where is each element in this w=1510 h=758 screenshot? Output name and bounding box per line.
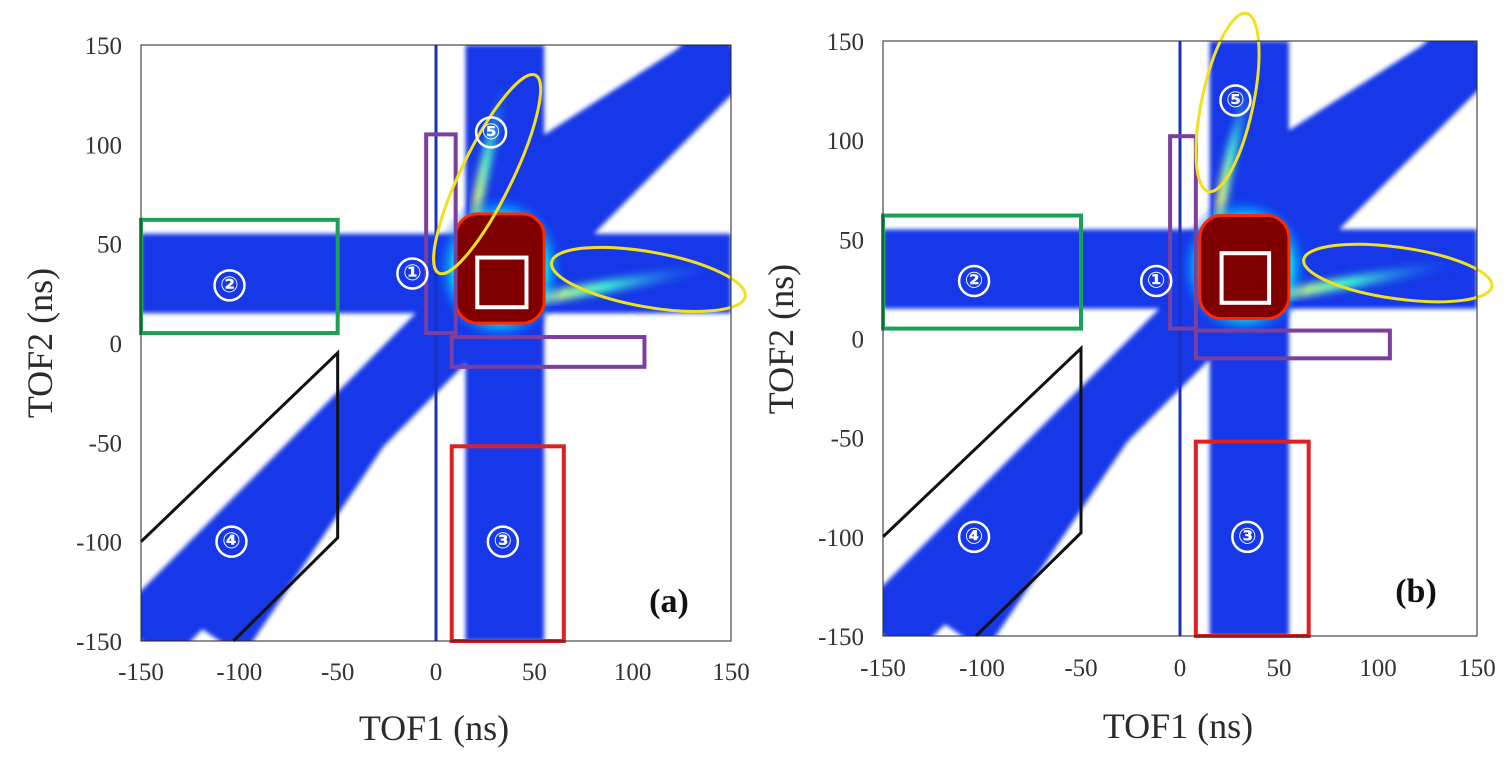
region-label-ring: [213, 269, 246, 302]
region-outline-r0: [424, 132, 458, 336]
region-label: ③: [494, 529, 513, 554]
x-tick-label: 50: [522, 659, 547, 686]
region-outline-r6: [549, 245, 747, 313]
x-tick-label: 0: [430, 659, 443, 686]
x-axis-title: TOF1 (ns): [359, 708, 509, 748]
region-label: ②: [965, 268, 984, 293]
region-label: ④: [965, 524, 984, 549]
region-label-ring: [957, 520, 991, 554]
panel-label: (b): [1395, 573, 1437, 610]
region-label-ring: [957, 264, 991, 298]
y-tick-label: 0: [110, 331, 123, 358]
region-label-ring: [474, 116, 508, 149]
region-label: ③: [1238, 524, 1257, 549]
y-tick-label: 50: [97, 232, 122, 259]
x-tick-label: 150: [1458, 655, 1496, 682]
y-tick-label: 150: [827, 29, 865, 56]
y-tick-label: -100: [76, 530, 122, 557]
x-tick-label: 50: [1267, 655, 1292, 682]
region-outline-r4: [881, 344, 1083, 638]
density-band: [939, 342, 1174, 636]
x-tick-label: 100: [614, 659, 652, 686]
horizontal-streak: [1278, 257, 1459, 301]
axes-frame: [882, 40, 1478, 637]
region-label-ring: [215, 525, 248, 558]
region-label-ring: [1219, 84, 1252, 117]
y-tick-label: -50: [831, 426, 864, 453]
panel-a: ① ② ③ ④ ⑤ -150 -100 -50 0 50 100 150 150 100 50 0 -50 -10…: [20, 33, 750, 748]
region-label-ring: [486, 525, 520, 558]
region-label: ④: [222, 529, 241, 554]
region-label: ⑤: [482, 120, 501, 145]
x-tick-label: 150: [712, 659, 750, 686]
y-tick-label: 0: [852, 327, 865, 354]
region-outline-r5: [1194, 11, 1261, 194]
density-band: [196, 347, 430, 641]
region-label-ring: [1139, 264, 1173, 298]
y-tick-label: 100: [827, 128, 865, 155]
x-tick-label: -50: [321, 659, 354, 686]
y-tick-label: 150: [85, 33, 123, 60]
axes-frame: [140, 44, 732, 642]
region-outline-gate: [1219, 251, 1272, 305]
region-outline-r6: [1302, 242, 1494, 304]
x-axis-title: TOF1 (ns): [1103, 706, 1253, 746]
region-label: ⑤: [1226, 88, 1245, 113]
y-tick-label: -150: [818, 624, 864, 651]
x-tick-label: -100: [216, 659, 262, 686]
region-outline-r1: [449, 335, 647, 369]
region-outline-r1: [1193, 328, 1392, 361]
region-label: ②: [220, 273, 239, 298]
density-band: [1245, 41, 1477, 202]
y-tick-label: -150: [76, 629, 122, 656]
x-tick-label: -50: [1064, 655, 1097, 682]
heatmap-area: [141, 45, 731, 641]
region-outline-gate: [475, 255, 529, 310]
y-axis-title: TOF2 (ns): [761, 264, 801, 414]
x-tick-label: -150: [860, 655, 906, 682]
x-tick-label: -100: [959, 655, 1005, 682]
x-tick-label: 100: [1359, 655, 1397, 682]
panel-b: ① ② ③ ④ ⑤ -150 -100 -50 0 50 100 150 150 100 50 0 -50 -10…: [761, 11, 1496, 746]
region-label: ①: [1147, 268, 1166, 293]
y-tick-label: -50: [89, 430, 122, 457]
region-label-ring: [396, 257, 429, 290]
y-tick-label: 100: [85, 132, 123, 159]
panel-label: (a): [649, 583, 689, 620]
region-label-ring: [1231, 520, 1264, 554]
y-axis-title: TOF2 (ns): [20, 268, 60, 418]
x-tick-label: -150: [118, 659, 164, 686]
region-outline-r0: [1168, 134, 1198, 331]
region-outline-r5: [432, 73, 543, 276]
region-label: ①: [403, 261, 422, 286]
x-tick-label: 0: [1174, 655, 1187, 682]
horizontal-streak: [533, 262, 713, 305]
y-tick-label: -100: [818, 525, 864, 552]
region-outline-r4: [139, 349, 340, 643]
y-tick-label: 50: [839, 227, 864, 254]
density-band: [500, 45, 731, 206]
